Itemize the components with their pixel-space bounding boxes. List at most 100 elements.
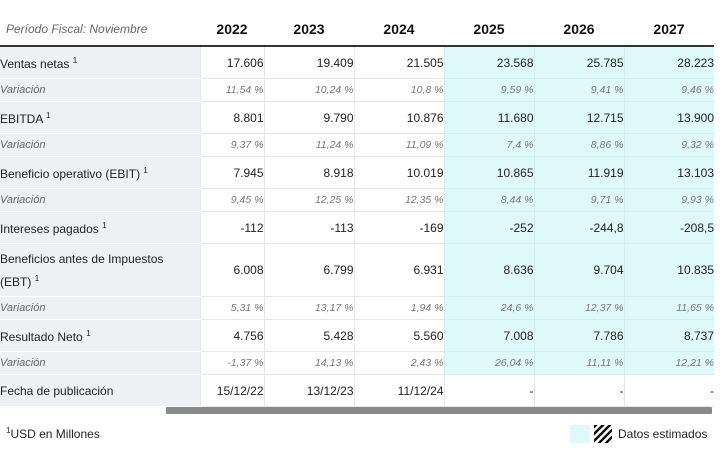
estimated-cell: 12,21 %	[623, 351, 714, 375]
year-header: 2023	[264, 12, 354, 47]
table-row: Fecha de publicación 15/12/22 13/12/23 1…	[0, 374, 714, 407]
table-cell: -112	[199, 211, 264, 244]
table-cell: -113	[263, 211, 354, 244]
row-label: Beneficios antes de Impuestos (EBT) 1	[0, 243, 200, 297]
estimated-cell: 11,11 %	[533, 351, 624, 375]
estimated-cell: 9,59 %	[443, 78, 534, 102]
row-label: Intereses pagados 1	[0, 211, 200, 244]
variation-row: Variación 9,45 % 12,25 % 12,35 % 8,44 % …	[0, 188, 714, 212]
horizontal-scrollbar[interactable]	[166, 407, 712, 414]
row-label: Variación	[0, 188, 200, 212]
table-cell: -	[443, 374, 534, 407]
table-cell: 17.606	[199, 46, 264, 79]
table-cell: 5.560	[353, 319, 444, 352]
estimated-cell: 28.223	[623, 46, 714, 79]
table-cell: 9.790	[263, 101, 354, 134]
footnote-text: USD en Millones	[10, 427, 100, 441]
table-cell: 19.409	[263, 46, 354, 79]
estimated-cell: 13.900	[623, 101, 714, 134]
estimated-cell: 23.568	[443, 46, 534, 79]
estimated-cell: 7.008	[443, 319, 534, 352]
table-cell: 5,31 %	[199, 296, 264, 320]
table-cell: 4.756	[199, 319, 264, 352]
header-row: Período Fiscal: Noviembre 2022 2023 2024…	[0, 12, 714, 47]
table-row: Beneficio operativo (EBIT) 1 7.945 8.918…	[0, 156, 714, 189]
estimated-cell: 10.865	[443, 156, 534, 189]
estimated-cell: 9,93 %	[623, 188, 714, 212]
year-header: 2022	[200, 12, 264, 47]
estimated-cell: 11,65 %	[623, 296, 714, 320]
row-label: Variación	[0, 351, 200, 375]
year-header: 2024	[354, 12, 444, 47]
table-cell: -	[623, 374, 714, 407]
table-row: Intereses pagados 1 -112 -113 -169 -252 …	[0, 211, 714, 244]
estimated-cell: -252	[443, 211, 534, 244]
table-cell: 8.918	[263, 156, 354, 189]
table-cell: 11,09 %	[353, 133, 444, 157]
estimated-cell: 11.919	[533, 156, 624, 189]
estimated-cell: 8,44 %	[443, 188, 534, 212]
estimated-cell: 9,41 %	[533, 78, 624, 102]
table-row: Ventas netas 1 17.606 19.409 21.505 23.5…	[0, 46, 714, 79]
estimated-cell: 8.636	[443, 243, 534, 297]
table-row: Beneficios antes de Impuestos (EBT) 1 6.0…	[0, 243, 714, 297]
estimated-cell: 26,04 %	[443, 351, 534, 375]
estimated-cell: 12,37 %	[533, 296, 624, 320]
table-cell: 5.428	[263, 319, 354, 352]
table-row: EBITDA 1 8.801 9.790 10.876 11.680 12.71…	[0, 101, 714, 134]
estimated-cell: 24,6 %	[443, 296, 534, 320]
table-cell: -169	[353, 211, 444, 244]
table-cell: 6.799	[263, 243, 354, 297]
estimated-cell: 9,32 %	[623, 133, 714, 157]
table-cell: 10,24 %	[263, 78, 354, 102]
table-cell: -	[533, 374, 624, 407]
estimated-cell: 10.835	[623, 243, 714, 297]
variation-row: Variación -1,37 % 14,13 % 2,43 % 26,04 %…	[0, 351, 714, 375]
estimated-cell: 9,71 %	[533, 188, 624, 212]
table-cell: 8.801	[199, 101, 264, 134]
table-cell: 21.505	[353, 46, 444, 79]
table-cell: 9,45 %	[199, 188, 264, 212]
row-label: Variación	[0, 133, 200, 157]
table-cell: 9,37 %	[199, 133, 264, 157]
estimated-cell: -244,8	[533, 211, 624, 244]
table-cell: 11,54 %	[199, 78, 264, 102]
financial-table: Período Fiscal: Noviembre 2022 2023 2024…	[0, 12, 714, 407]
hatched-swatch-icon	[594, 425, 612, 443]
row-label: Variación	[0, 78, 200, 102]
table-cell: 6.008	[199, 243, 264, 297]
variation-row: Variación 11,54 % 10,24 % 10,8 % 9,59 % …	[0, 78, 714, 102]
row-label: Ventas netas 1	[0, 46, 200, 79]
table-cell: 7.945	[199, 156, 264, 189]
table-cell: 11/12/24	[353, 374, 444, 407]
variation-row: Variación 5,31 % 13,17 % 1,94 % 24,6 % 1…	[0, 296, 714, 320]
estimated-cell: 13.103	[623, 156, 714, 189]
row-label: Beneficio operativo (EBIT) 1	[0, 156, 200, 189]
table-cell: 12,35 %	[353, 188, 444, 212]
year-header: 2027	[624, 12, 714, 47]
estimated-cell: -208,5	[623, 211, 714, 244]
estimated-cell: 8.737	[623, 319, 714, 352]
row-label: Fecha de publicación	[0, 374, 200, 407]
year-header: 2026	[534, 12, 624, 47]
variation-row: Variación 9,37 % 11,24 % 11,09 % 7,4 % 8…	[0, 133, 714, 157]
table-cell: 10,8 %	[353, 78, 444, 102]
row-label: Resultado Neto 1	[0, 319, 200, 352]
table-row: Resultado Neto 1 4.756 5.428 5.560 7.008…	[0, 319, 714, 352]
table-cell: 11,24 %	[263, 133, 354, 157]
table-cell: 1,94 %	[353, 296, 444, 320]
estimated-cell: 7,4 %	[443, 133, 534, 157]
row-label: EBITDA 1	[0, 101, 200, 134]
table-cell: 13/12/23	[263, 374, 354, 407]
table-cell: 10.019	[353, 156, 444, 189]
footnote: 1USD en Millones	[6, 426, 100, 441]
year-header: 2025	[444, 12, 534, 47]
estimated-cell: 12.715	[533, 101, 624, 134]
table-cell: 6.931	[353, 243, 444, 297]
footnote-marker: 1	[6, 426, 11, 435]
row-label: Variación	[0, 296, 200, 320]
estimated-cell: 9,46 %	[623, 78, 714, 102]
estimated-cell: 11.680	[443, 101, 534, 134]
estimated-cell: 9.704	[533, 243, 624, 297]
table-cell: 10.876	[353, 101, 444, 134]
